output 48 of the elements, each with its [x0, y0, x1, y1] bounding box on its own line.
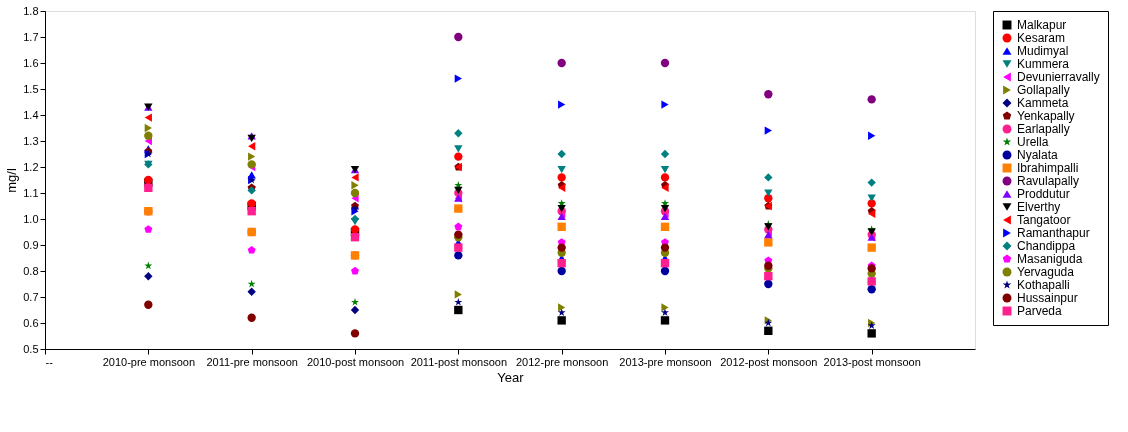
legend-label: Mudimyal: [1017, 44, 1069, 58]
y-axis-title: mg/l: [4, 168, 20, 193]
legend-label: Ramanthapur: [1017, 226, 1090, 240]
x-tick-label: 2012-post monsoon: [720, 355, 818, 368]
y-tick-label: 1.8: [23, 4, 39, 17]
y-tick-label: 1.7: [23, 30, 39, 43]
x-tick-label: 2010-post monsoon: [306, 355, 405, 368]
y-tick-label: 0.9: [23, 238, 39, 251]
x-tick-label: 2011-pre monsoon: [206, 355, 298, 368]
legend-label: Malkapur: [1017, 18, 1067, 32]
y-tick-label: 0.8: [23, 264, 39, 277]
legend-label: Kothapalli: [1017, 278, 1070, 292]
y-tick-label: 1.3: [23, 134, 39, 147]
y-tick-label: 0.7: [23, 290, 39, 303]
y-tick-label: 1.6: [23, 56, 39, 69]
legend-label: Yervaguda: [1017, 265, 1075, 279]
legend-label: Parveda: [1017, 304, 1063, 318]
legend-label: Yenkapally: [1017, 109, 1075, 123]
x-tick-label: --: [45, 355, 54, 368]
x-axis-title: Year: [497, 369, 525, 385]
y-tick-label: 1.5: [23, 82, 39, 95]
y-tick-label: 1.1: [23, 186, 39, 199]
legend-label: Chandippa: [1017, 239, 1076, 253]
x-tick-label: 2013-pre monsoon: [619, 355, 712, 368]
x-tick-label: 2013-post monsoon: [823, 355, 921, 368]
legend-label: Nyalata: [1017, 148, 1059, 162]
legend-label: Kummera: [1017, 57, 1070, 71]
x-tick-label: 2011-post monsoon: [410, 355, 508, 368]
legend-label: Kammeta: [1017, 96, 1069, 110]
legend-label: Tangatoor: [1017, 213, 1071, 227]
legend-label: Proddutur: [1017, 187, 1070, 201]
y-tick-label: 1.0: [23, 212, 39, 225]
legend-label: Ibrahimpalli: [1017, 161, 1079, 175]
legend-label: Masaniguda: [1017, 252, 1083, 266]
legend-label: Ravulapally: [1017, 174, 1080, 188]
x-tick-label: 2012-pre monsoon: [515, 355, 609, 368]
legend-label: Devunierravally: [1017, 70, 1100, 84]
y-tick-label: 1.4: [23, 108, 39, 121]
y-tick-label: 0.5: [23, 342, 39, 355]
x-tick-label: 2010-pre monsoon: [102, 355, 196, 368]
legend-label: Urella: [1017, 135, 1049, 149]
legend-label: Earlapally: [1017, 122, 1070, 136]
legend-label: Gollapally: [1017, 83, 1070, 97]
legend-label: Hussainpur: [1017, 291, 1078, 305]
legend-label: Elverthy: [1017, 200, 1061, 214]
y-tick-label: 0.6: [23, 316, 39, 329]
y-tick-label: 1.2: [23, 160, 39, 173]
legend-label: Kesaram: [1017, 31, 1066, 45]
